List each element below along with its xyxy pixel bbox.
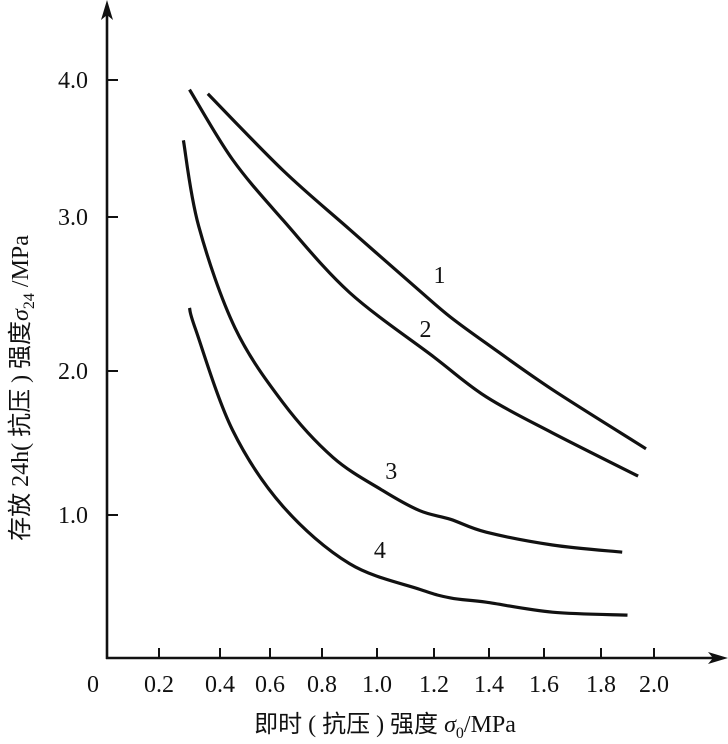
x-tick-label: 1.0 [362,672,392,698]
y-axis-arrow [101,0,113,20]
y-label-unit: /MPa [8,235,34,293]
curve-1 [206,92,647,451]
x-axis-label: 即时 ( 抗压 ) 强度 σ0/MPa [254,711,516,742]
x-axis-arrow [708,652,728,664]
y-axis-label: 存放 24h( 抗压 ) 强度σ24 /MPa [7,235,38,541]
x-label-subscript: 0 [456,725,464,742]
curve-label-3: 3 [385,459,397,485]
ticks: 0.2 0.4 0.6 0.8 1.0 1.2 1.4 1.6 1.8 2.0 1.0 2.0 3.0 4… [58,68,669,698]
x-tick-label: 0.4 [205,672,235,698]
y-label-symbol: σ [8,308,34,321]
x-tick-label: 1.2 [419,672,449,698]
curve-3 [181,140,623,554]
y-tick-label: 3.0 [58,205,88,231]
origin-label: 0 [87,672,99,698]
curve-4 [187,307,628,617]
x-tick-label: 1.6 [529,672,559,698]
curve-label-2: 2 [419,317,431,343]
curve-2 [188,88,639,478]
y-tick-label: 1.0 [58,503,88,529]
y-tick-label: 4.0 [58,68,88,94]
x-tick-label: 0.8 [307,672,337,698]
y-label-subscript: 24 [21,293,38,309]
x-tick-label: 1.8 [586,672,616,698]
curve-label-1: 1 [434,263,446,289]
y-tick-label: 2.0 [58,359,88,385]
x-tick-label: 1.4 [474,672,504,698]
x-label-unit: /MPa [464,712,516,738]
x-tick-label: 0.2 [144,672,174,698]
x-label-symbol: σ [444,712,457,738]
x-tick-label: 0.6 [255,672,285,698]
x-label-prefix: 即时 ( 抗压 ) 强度 [254,711,444,738]
curves: 1 2 3 4 [181,88,647,617]
curve-label-4: 4 [374,538,386,564]
x-tick-label: 2.0 [639,672,669,698]
axes [101,0,728,664]
y-label-prefix: 存放 24h( 抗压 ) 强度 [7,321,34,541]
